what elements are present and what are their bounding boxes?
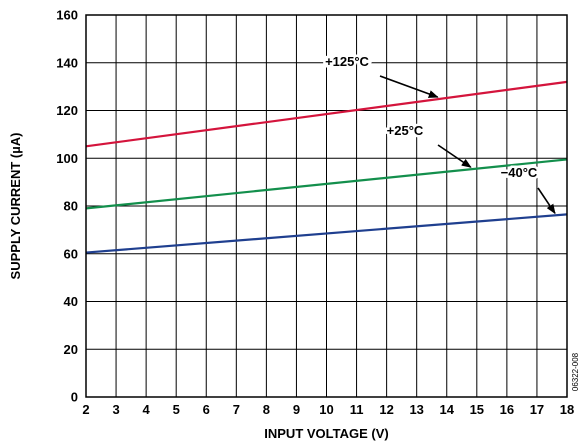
y-tick-label: 0	[71, 390, 78, 405]
x-tick-label: 13	[409, 402, 423, 417]
x-tick-label: 4	[143, 402, 151, 417]
annotation-arrow	[437, 144, 472, 168]
y-tick-label: 100	[56, 151, 78, 166]
x-tick-label: 7	[233, 402, 240, 417]
x-tick-label: 2	[82, 402, 89, 417]
x-tick-labels: 2 3 4 5 6 7 8 9 10 11 12 13 14 15 16 17 18	[82, 402, 574, 417]
x-tick-label: 14	[440, 402, 455, 417]
x-tick-label: 9	[293, 402, 300, 417]
annotation-arrow	[537, 187, 556, 215]
annotation-arrow	[379, 75, 439, 98]
x-tick-label: 3	[112, 402, 119, 417]
x-axis-label: INPUT VOLTAGE (V)	[264, 426, 388, 441]
x-tick-label: 18	[560, 402, 574, 417]
grid-lines	[85, 14, 568, 398]
x-tick-label: 8	[263, 402, 270, 417]
series-lines	[85, 80, 568, 254]
y-tick-label: 40	[64, 294, 78, 309]
x-tick-label: 11	[350, 402, 364, 417]
y-tick-label: 20	[64, 342, 78, 357]
series-annotation-label: −40°C	[501, 165, 538, 180]
x-tick-label: 6	[203, 402, 210, 417]
x-tick-label: 5	[173, 402, 180, 417]
series-annotation-label: +25°C	[387, 123, 424, 138]
x-tick-label: 12	[379, 402, 393, 417]
series-line	[85, 213, 568, 254]
y-tick-labels: 0 20 40 60 80 100 120 140 160	[56, 8, 78, 405]
y-tick-label: 120	[56, 103, 78, 118]
series-line	[85, 158, 568, 210]
y-tick-label: 80	[64, 199, 78, 214]
x-tick-label: 16	[500, 402, 514, 417]
x-tick-label: 15	[470, 402, 484, 417]
y-tick-label: 60	[64, 246, 78, 261]
x-tick-label: 17	[530, 402, 544, 417]
y-tick-label: 160	[56, 8, 78, 23]
y-axis-label: SUPPLY CURRENT (µA)	[8, 133, 23, 280]
annotations: +125°C +25°C −40°C	[323, 52, 556, 215]
x-tick-label: 10	[319, 402, 333, 417]
y-tick-label: 140	[56, 55, 78, 70]
series-annotation-label: +125°C	[325, 54, 369, 69]
figure-id: 06322-008	[571, 352, 580, 391]
series-line	[85, 80, 568, 148]
plot-frame	[85, 14, 568, 398]
